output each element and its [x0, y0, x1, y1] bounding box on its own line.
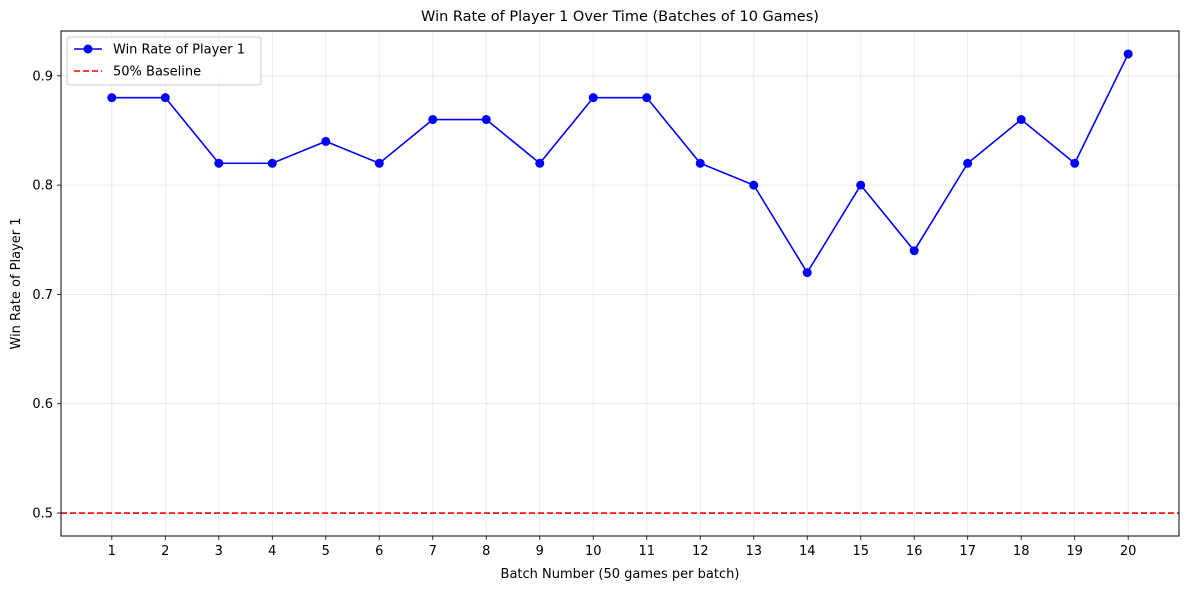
- x-tick-label: 8: [482, 544, 490, 559]
- x-tick-label: 15: [852, 544, 869, 559]
- y-axis-ticks: 0.5 0.6 0.7 0.8 0.9: [32, 69, 61, 522]
- y-tick-label: 0.5: [32, 507, 53, 522]
- y-tick-label: 0.9: [32, 69, 53, 84]
- data-point: [267, 158, 277, 168]
- x-axis-label: Batch Number (50 games per batch): [501, 567, 740, 582]
- x-tick-label: 11: [638, 544, 655, 559]
- data-point: [695, 158, 705, 168]
- data-point: [481, 115, 491, 125]
- series-line: [111, 53, 1129, 275]
- x-tick-label: 1: [108, 544, 116, 559]
- data-point: [1123, 49, 1133, 59]
- legend-series-marker: [83, 44, 93, 54]
- y-axis-label: Win Rate of Player 1: [9, 217, 24, 349]
- data-point: [749, 180, 759, 190]
- legend-series-label: Win Rate of Player 1: [113, 43, 245, 58]
- x-tick-label: 4: [268, 544, 276, 559]
- x-tick-label: 3: [215, 544, 223, 559]
- data-point: [802, 268, 812, 278]
- data-point: [321, 136, 331, 146]
- x-tick-label: 14: [799, 544, 816, 559]
- x-tick-label: 6: [375, 544, 383, 559]
- legend: Win Rate of Player 1 50% Baseline: [66, 36, 262, 86]
- x-tick-label: 17: [959, 544, 976, 559]
- data-point: [1016, 115, 1026, 125]
- x-tick-label: 16: [906, 544, 923, 559]
- y-tick-label: 0.7: [32, 288, 53, 303]
- data-point: [214, 158, 224, 168]
- legend-baseline-label: 50% Baseline: [113, 65, 201, 80]
- x-tick-label: 2: [161, 544, 169, 559]
- x-tick-label: 18: [1013, 544, 1030, 559]
- y-tick-label: 0.8: [32, 179, 53, 194]
- x-tick-label: 10: [585, 544, 602, 559]
- data-point: [963, 158, 973, 168]
- x-tick-label: 5: [322, 544, 330, 559]
- x-tick-label: 19: [1066, 544, 1083, 559]
- data-point: [107, 93, 117, 103]
- series-layer: [107, 49, 1133, 278]
- data-point: [856, 180, 866, 190]
- chart-title: Win Rate of Player 1 Over Time (Batches …: [421, 9, 819, 25]
- data-point: [535, 158, 545, 168]
- y-tick-label: 0.6: [32, 397, 53, 412]
- data-point: [374, 158, 384, 168]
- x-tick-label: 7: [429, 544, 437, 559]
- data-point: [909, 246, 919, 256]
- plot-frame: [60, 30, 1180, 537]
- grid: [61, 31, 1179, 536]
- x-tick-label: 20: [1120, 544, 1137, 559]
- data-point: [588, 93, 598, 103]
- data-point: [1070, 158, 1080, 168]
- x-tick-label: 13: [745, 544, 762, 559]
- legend-box: [66, 36, 262, 86]
- data-point: [428, 115, 438, 125]
- x-tick-label: 12: [692, 544, 709, 559]
- data-point: [642, 93, 652, 103]
- data-point: [160, 93, 170, 103]
- x-tick-label: 9: [536, 544, 544, 559]
- x-axis-ticks: 1 2 3 4 5 6 7 8 9 10 11 12 13 14 15 16 17 18 19 20: [108, 536, 1137, 559]
